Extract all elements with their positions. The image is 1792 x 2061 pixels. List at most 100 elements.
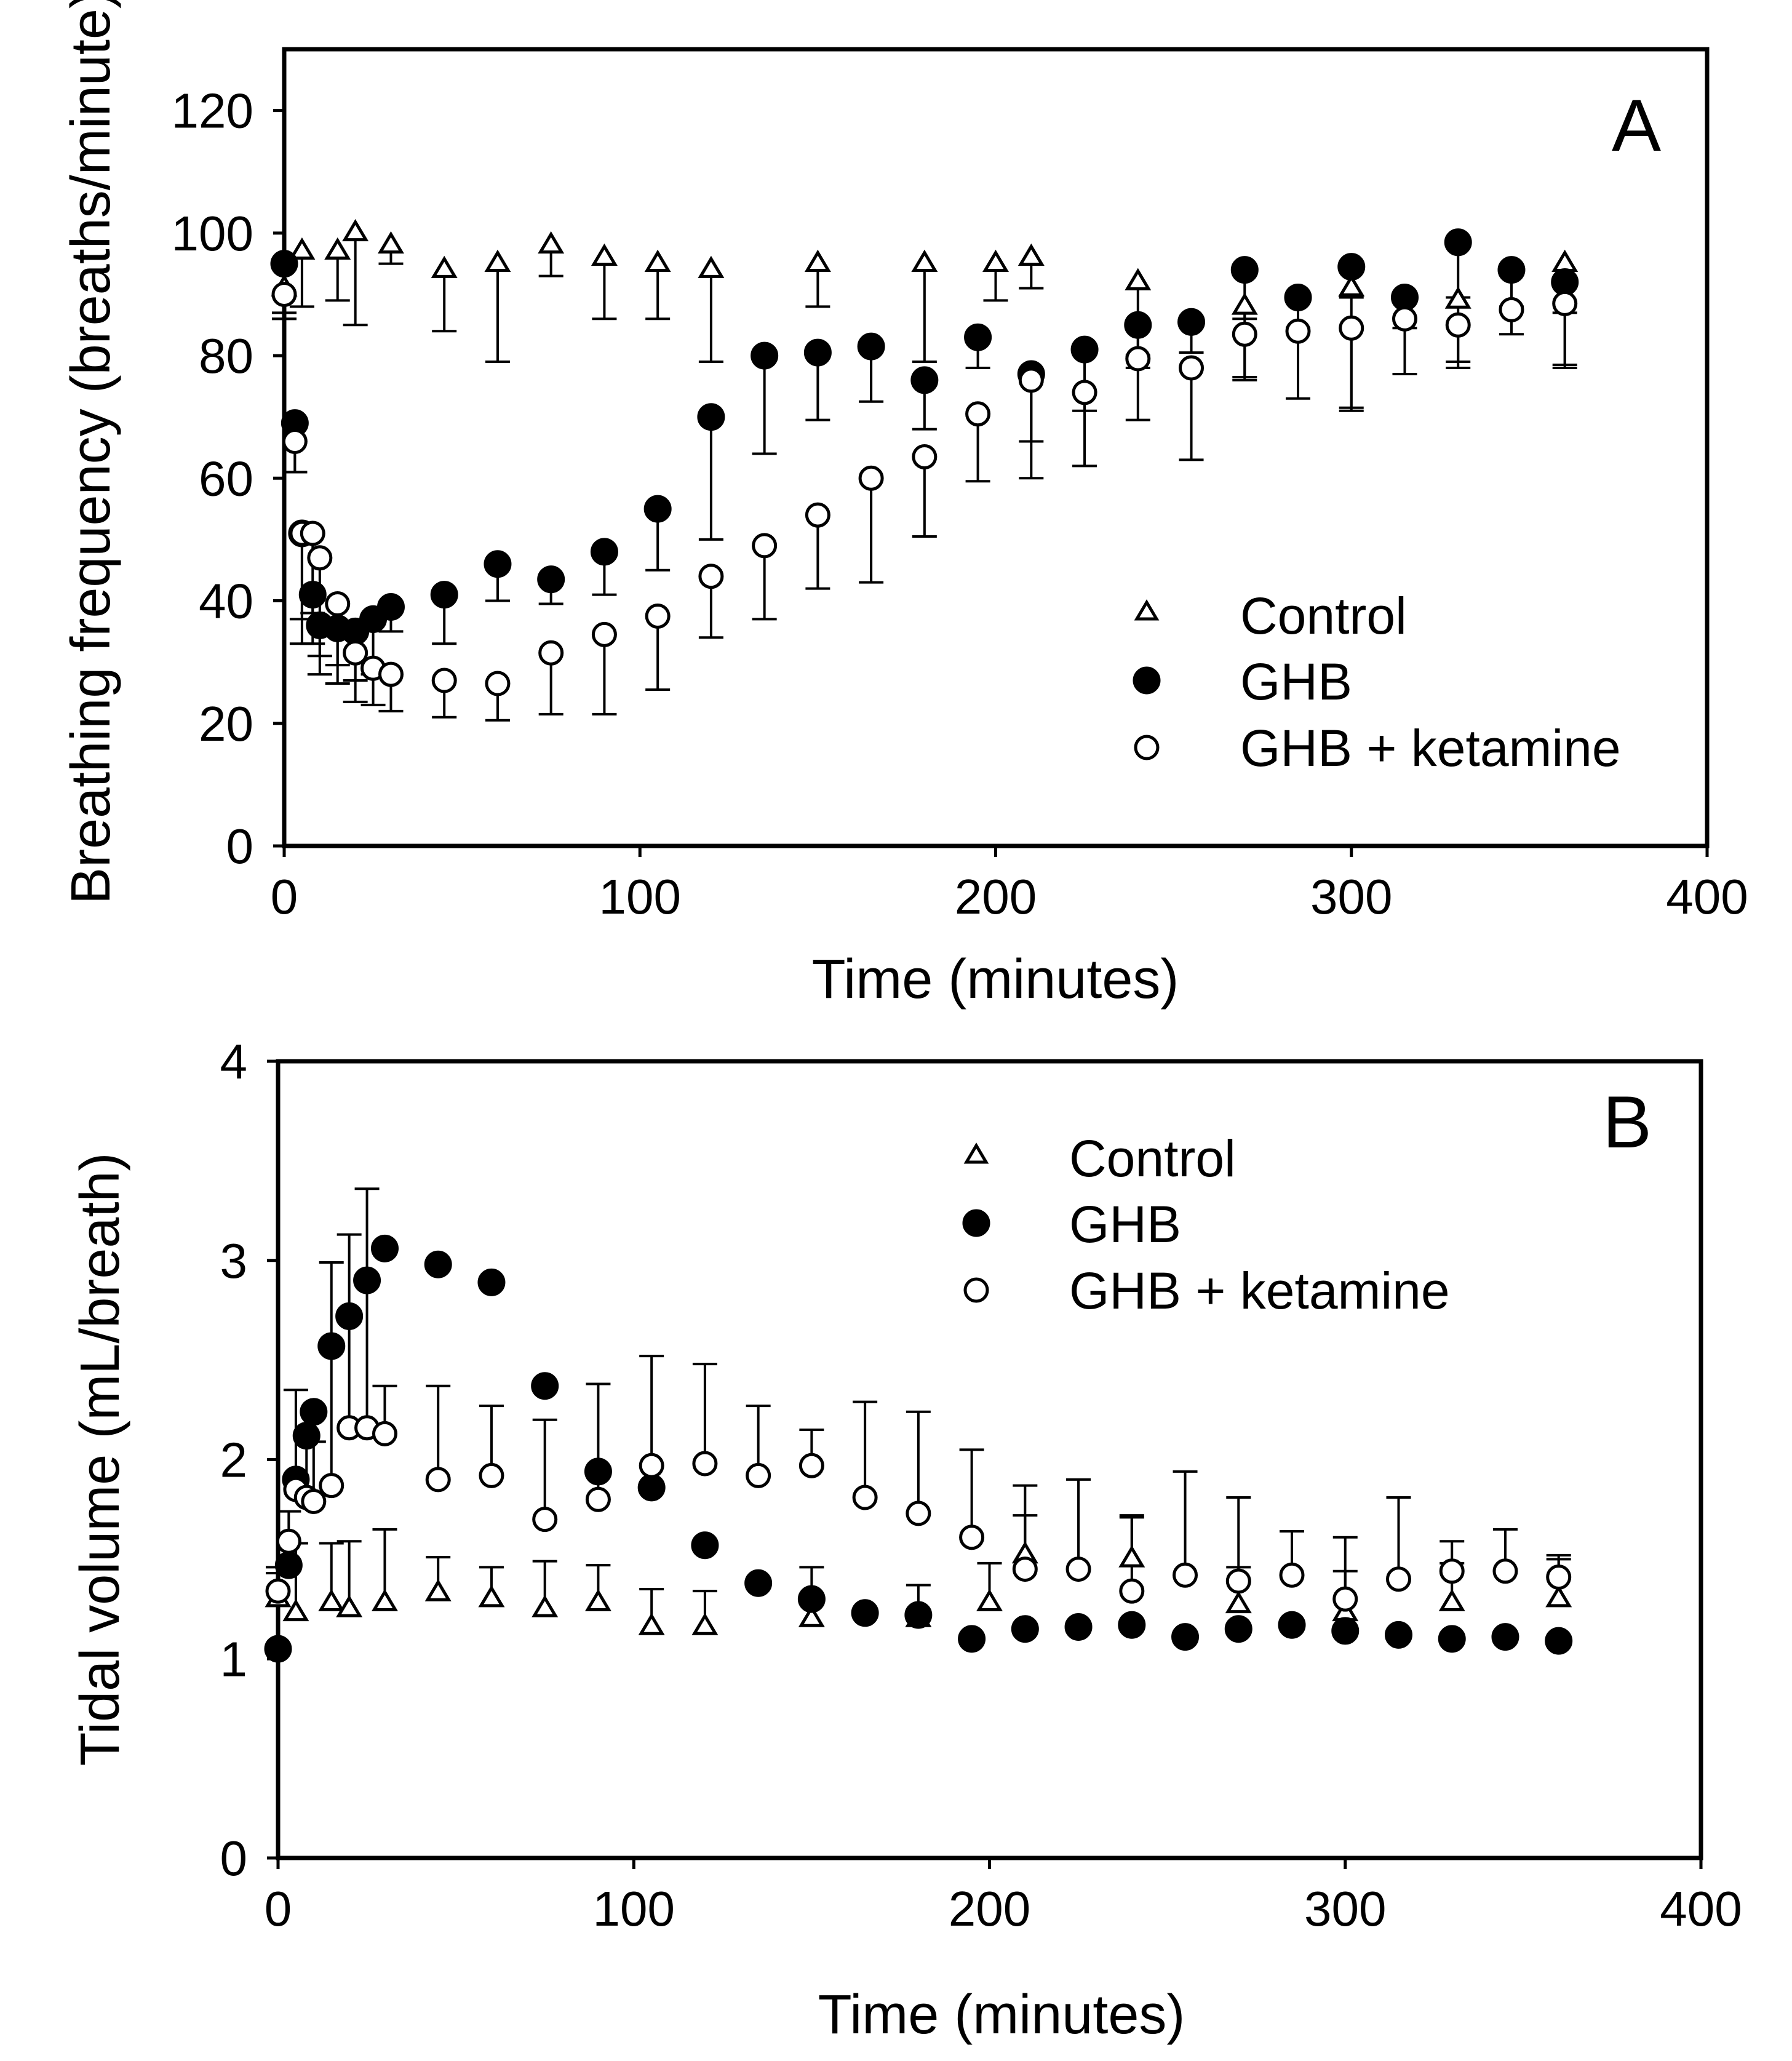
data-point-ghb [531,1372,559,1400]
data-point-control [976,1589,1003,1611]
data-point-ghb-ketamine [1285,318,1311,344]
data-point-control [982,249,1009,272]
data-point-ghb [537,565,565,594]
data-point-ghb-ketamine [372,1421,397,1446]
data-point-control [371,1589,398,1611]
panel-b-x-tick-label: 0 [265,1881,292,1936]
panel-b-x-axis-title: Time (minutes) [818,1984,1185,2046]
panel-b-x-tick-label: 400 [1660,1881,1742,1936]
data-point-ghb [270,250,298,278]
panel-b-y-axis-title: Tidal volume (mL/breath) [70,1152,131,1766]
data-point-ghb [691,1531,719,1560]
panel-b-x-tick-label: 200 [949,1881,1030,1936]
legend-triangle-marker [1134,599,1160,621]
data-point-control [1438,1589,1465,1611]
legend-label-ghb: GHB [1240,653,1352,711]
panel-a-y-axis-title: Breathing frequency (breaths/minute) [60,0,122,904]
panel-a-x-tick-label: 400 [1666,869,1748,924]
data-point-ghb-ketamine [300,520,325,546]
data-point-control [532,1595,559,1617]
data-point-ghb-ketamine [265,1578,291,1604]
data-point-ghb [353,1266,381,1294]
data-point-ghb-ketamine [538,640,564,666]
data-point-control [1545,1585,1572,1608]
data-point-ghb-ketamine [1279,1562,1305,1588]
panel-a-legend-control: Control [1134,587,1407,645]
data-point-ghb [274,1551,303,1579]
data-point-control [1231,292,1258,315]
panel-a-y-tick-label: 100 [172,206,253,261]
data-point-ghb [292,1422,321,1450]
data-point-control [1225,1590,1252,1614]
panel-b-legend-ghb-ketamine: GHB + ketamine [963,1262,1450,1320]
panel-b-x-tick-label: 100 [593,1881,675,1936]
data-point-ghb-ketamine [325,591,351,617]
data-point-ghb-ketamine [805,502,830,528]
data-point-ghb [1284,283,1312,311]
data-point-ghb [1390,283,1419,311]
data-point-ghb [1278,1611,1306,1639]
legend-open-circle-marker [963,1277,989,1303]
data-point-ghb-ketamine [307,545,333,571]
legend-label-ghb-ketamine: GHB + ketamine [1069,1262,1450,1320]
data-point-ghb-ketamine [1072,380,1097,405]
data-point-control [342,218,369,242]
data-point-ghb [1438,1625,1466,1653]
data-point-ghb-ketamine [852,1485,878,1510]
data-point-ghb-ketamine [319,1473,344,1499]
data-point-ghb [1444,228,1472,257]
data-point-ghb-ketamine [591,621,617,647]
data-point-ghb-ketamine [1492,1558,1518,1584]
data-point-ghb-ketamine [752,533,778,559]
data-point-ghb [904,1601,933,1629]
data-point-ghb [584,1457,612,1486]
data-point-ghb-ketamine [965,401,991,427]
data-point-ghb [1551,268,1579,297]
data-point-ghb-ketamine [585,1486,611,1512]
data-point-ghb-ketamine [746,1462,771,1488]
data-point-control [911,249,938,272]
data-point-ghb [697,403,725,431]
legend-triangle-marker [963,1142,989,1164]
data-point-ghb-ketamine [639,1453,664,1478]
panel-a-y-tick-label: 40 [199,574,253,629]
data-point-control [424,1579,452,1601]
data-point-control [282,1598,309,1622]
panel-b-tidal-volume: 0 100 200 300 400 0 1 2 3 4 B Time (minutes) Tida… [70,1034,1742,2046]
data-point-ghb [590,538,618,566]
data-point-control [431,255,458,278]
data-point-ghb [1118,1611,1146,1639]
data-point-ghb-ketamine [1385,1566,1411,1592]
legend-filled-circle-marker [1133,666,1161,695]
data-point-ghb-ketamine [425,1467,451,1493]
panel-b-legend-ghb: GHB [962,1195,1181,1253]
panel-a-x-axis-title: Time (minutes) [812,949,1179,1010]
legend-label-control: Control [1069,1130,1236,1187]
data-point-ghb [300,1398,328,1426]
data-point-ghb-ketamine [343,640,368,666]
data-point-ghb-ketamine [301,1488,327,1514]
data-point-ghb-ketamine [1552,290,1578,316]
data-point-ghb [477,1268,506,1296]
data-point-ghb [1171,1623,1200,1651]
data-point-ghb [335,1302,364,1330]
data-point-ghb-ketamine [798,1453,824,1478]
data-point-control [691,1613,719,1635]
data-point-ghb [424,1250,452,1278]
data-point-control [798,1605,825,1627]
data-point-ghb [1497,256,1526,284]
panel-b-legend: Control GHB GHB + ketamine [962,1130,1450,1320]
data-point-ghb-ketamine [479,1462,504,1488]
data-point-control [638,1613,665,1635]
panel-a-legend-ghb: GHB [1133,653,1352,711]
data-point-ghb [803,338,832,367]
data-point-ghb-ketamine [532,1507,558,1533]
panel-a-x-tick-label: 200 [955,869,1037,924]
legend-label-ghb: GHB [1069,1195,1181,1253]
data-point-ghb [1331,1617,1360,1645]
data-point-ghb-ketamine [906,1501,931,1526]
legend-filled-circle-marker [962,1209,990,1237]
data-point-control [478,1585,505,1608]
data-point-ghb [317,1332,346,1360]
data-point-ghb-ketamine [271,281,297,307]
